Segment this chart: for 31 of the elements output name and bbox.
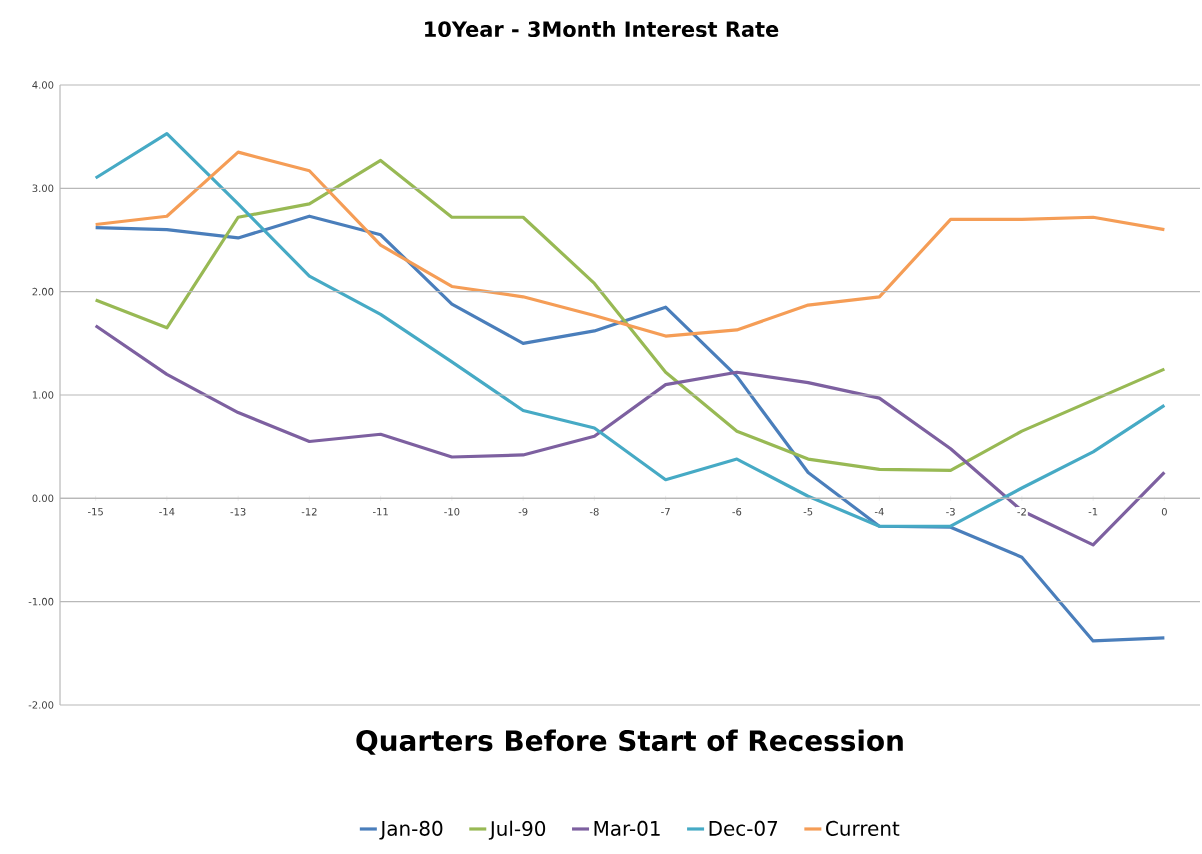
y-tick-label: -2.00 <box>28 701 54 709</box>
legend-label: Jan-80 <box>379 820 443 840</box>
x-tick-label: -12 <box>301 508 317 516</box>
x-axis-title: Quarters Before Start of Recession <box>356 729 903 755</box>
x-tick-label: -14 <box>159 508 175 516</box>
x-tick-label: -7 <box>661 508 670 516</box>
line-series <box>94 150 1166 338</box>
x-tick-label: -11 <box>372 508 388 516</box>
x-tick-label: -4 <box>874 508 884 516</box>
x-tick-label: -2 <box>1017 508 1026 516</box>
x-tick-label: -13 <box>230 508 246 516</box>
y-tick-label: 3.00 <box>32 184 54 193</box>
y-tick-label: 2.00 <box>32 287 54 296</box>
legend-label: Dec-07 <box>709 820 778 836</box>
y-tick-label: 1.00 <box>32 391 54 399</box>
x-tick-label: -3 <box>946 508 955 516</box>
x-tick-label: 0 <box>1161 508 1167 516</box>
y-tick-label: 0.00 <box>32 494 54 503</box>
x-tick-label: -5 <box>803 508 813 516</box>
x-tick-label: -15 <box>87 508 103 516</box>
legend-label: Mar-01 <box>594 820 660 836</box>
y-tick-label: 4.00 <box>32 81 54 89</box>
legend-label: Current <box>826 820 900 836</box>
x-tick-label: -1 <box>1088 508 1098 516</box>
x-tick-label: -9 <box>518 508 528 516</box>
x-tick-label: -10 <box>444 508 460 516</box>
x-tick-label: -8 <box>589 508 599 516</box>
chart-title: 10Year - 3Month Interest Rate <box>425 20 779 38</box>
y-tick-label: -1.00 <box>28 597 54 606</box>
legend-label: Jul-90 <box>488 820 546 840</box>
x-tick-label: -6 <box>732 508 742 516</box>
